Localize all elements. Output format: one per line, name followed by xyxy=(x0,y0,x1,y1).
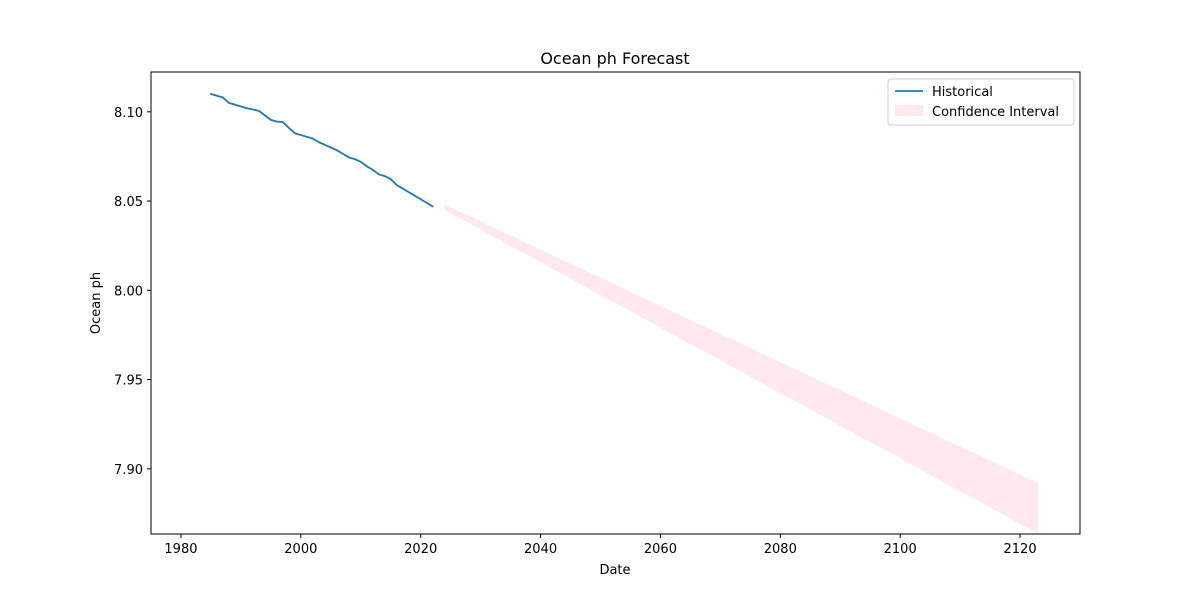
y-tick-label: 7.90 xyxy=(114,463,143,478)
legend-box xyxy=(887,78,1075,126)
legend-confidence-interval-swatch xyxy=(895,105,923,116)
x-tick-label: 2100 xyxy=(884,542,917,557)
x-axis-ticks: 1980 2000 2020 2040 2060 2080 2100 2120 xyxy=(164,534,1037,557)
x-tick-label: 1980 xyxy=(164,542,197,557)
y-axis-label: Ocean ph xyxy=(89,272,104,334)
historical-series-line xyxy=(210,93,434,208)
y-tick-label: 8.10 xyxy=(114,106,143,121)
x-tick-label: 2120 xyxy=(1004,542,1037,557)
x-tick-label: 2020 xyxy=(404,542,437,557)
y-tick-label: 7.95 xyxy=(114,374,143,389)
legend-confidence-interval-label: Confidence Interval xyxy=(932,105,1059,120)
x-tick-label: 2060 xyxy=(644,542,677,557)
x-tick-label: 2080 xyxy=(764,542,797,557)
plot-frame xyxy=(150,71,1081,535)
legend-historical-label: Historical xyxy=(932,85,993,100)
confidence-interval-band xyxy=(444,204,1039,534)
y-axis-ticks: 7.90 7.95 8.00 8.05 8.10 xyxy=(114,106,151,478)
y-tick-label: 8.00 xyxy=(114,284,143,299)
legend: Historical Confidence Interval xyxy=(887,78,1075,126)
y-tick-label: 8.05 xyxy=(114,195,143,210)
x-axis-label: Date xyxy=(599,563,630,578)
x-tick-label: 2040 xyxy=(524,542,557,557)
chart-title: Ocean ph Forecast xyxy=(540,49,689,68)
plot-area xyxy=(210,93,1039,534)
x-tick-label: 2000 xyxy=(284,542,317,557)
